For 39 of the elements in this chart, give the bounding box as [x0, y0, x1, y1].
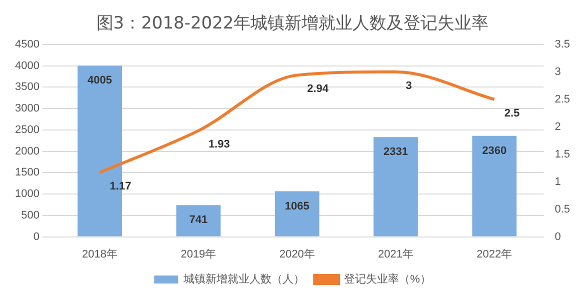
data-label: 2.5 [504, 107, 520, 120]
data-label: 2.94 [307, 83, 330, 96]
data-label: 2331 [383, 146, 408, 158]
x-tick-label: 2021年 [378, 248, 414, 260]
y2-tick-label: 3.5 [554, 38, 570, 50]
bar [176, 205, 221, 236]
legend-label: 城镇新增就业人数（人） [182, 272, 305, 286]
y-tick-label: 1500 [14, 166, 40, 179]
y2-tick-label: 1 [554, 176, 561, 188]
data-label: 1065 [284, 200, 310, 212]
data-label: 741 [189, 214, 208, 226]
bar [274, 191, 320, 236]
data-label: 2360 [482, 144, 507, 157]
y2-tick-label: 2 [554, 120, 561, 133]
data-label: 3 [406, 80, 412, 92]
bar [472, 136, 517, 236]
y-tick-label: 3500 [14, 81, 40, 94]
y2-tick-label: 0.5 [554, 203, 570, 216]
data-label: 4005 [88, 74, 112, 87]
x-tick-label: 2018年 [82, 248, 118, 260]
legend-label: 登记失业率（%） [344, 272, 431, 286]
chart-title: 图3：2018-2022年城镇新增就业人数及登记失业率 [96, 14, 489, 34]
x-tick-label: 2020年 [279, 248, 315, 260]
y-tick-label: 4500 [14, 38, 40, 50]
y-tick-label: 1000 [14, 188, 40, 200]
y-tick-label: 4000 [14, 60, 40, 72]
x-tick-label: 2022年 [476, 248, 512, 260]
y-tick-label: 0 [33, 230, 40, 243]
y-tick-label: 500 [21, 209, 40, 222]
data-label: 1.93 [208, 138, 230, 151]
y2-tick-label: 0 [554, 230, 561, 243]
y2-tick-label: 3 [554, 66, 561, 78]
y2-tick-label: 2.5 [554, 93, 570, 106]
y-tick-label: 2500 [14, 124, 40, 136]
x-tick-label: 2019年 [180, 248, 216, 260]
y-tick-label: 3000 [14, 102, 40, 115]
bar [374, 137, 418, 236]
y2-tick-label: 1.5 [554, 148, 570, 160]
y-tick-label: 2000 [14, 145, 40, 158]
